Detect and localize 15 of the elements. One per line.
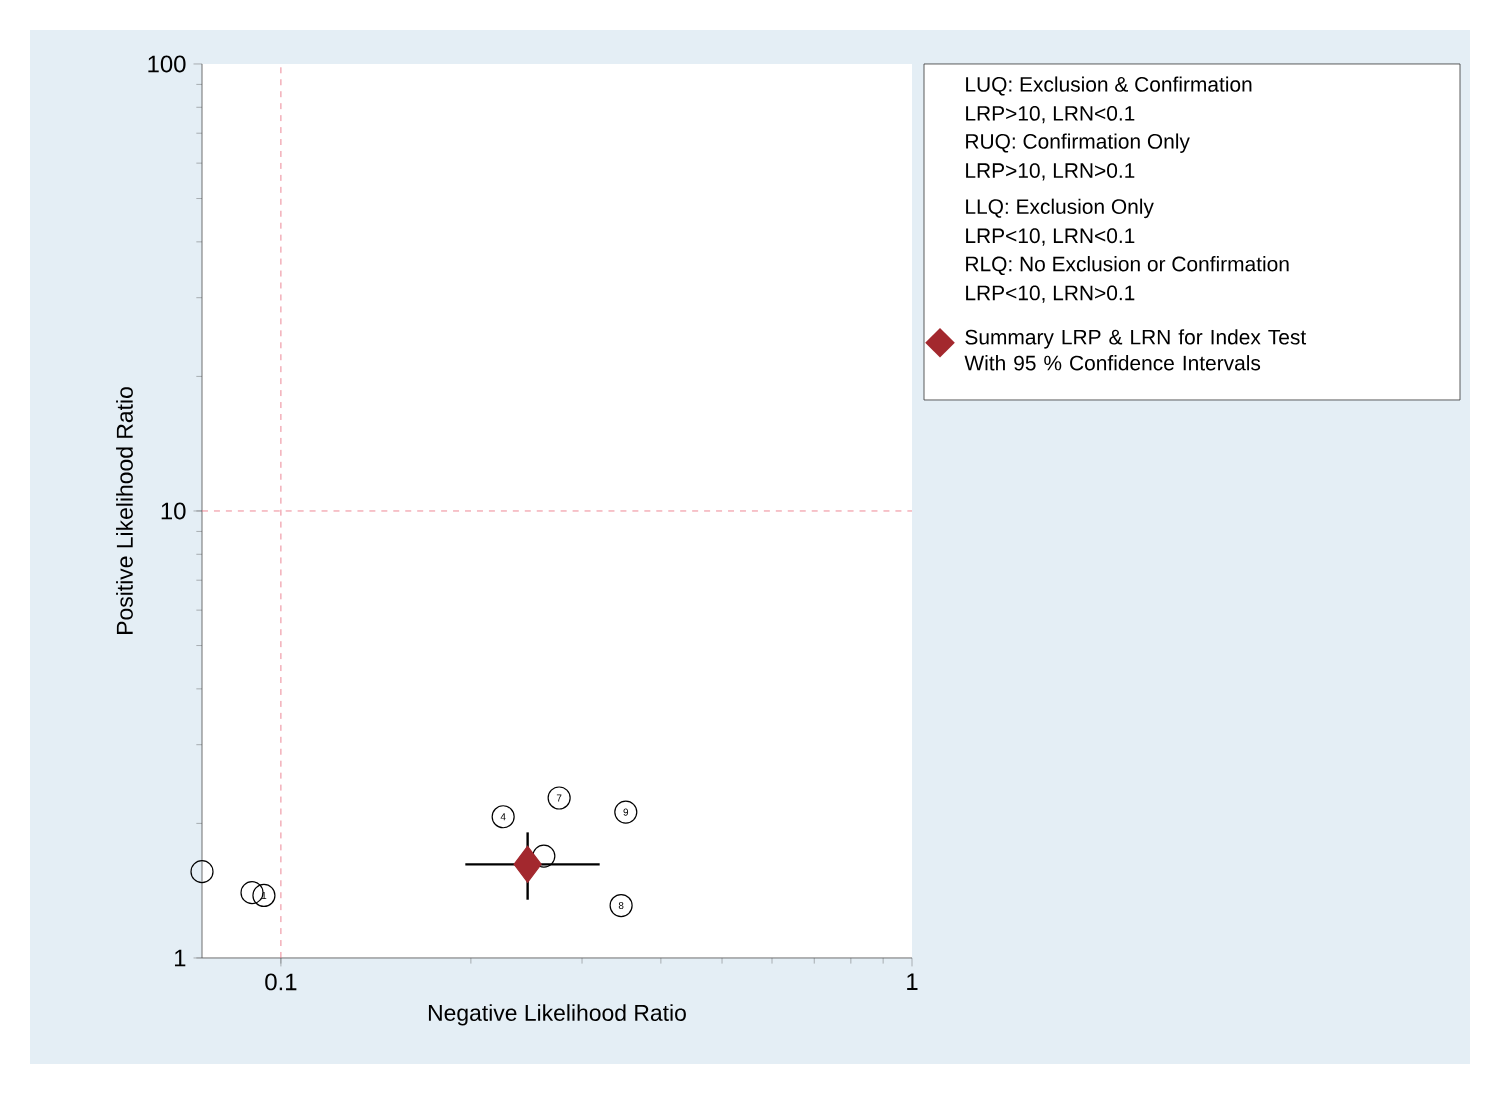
text: LLQ: Exclusion Only: [966, 198, 1154, 219]
text: LRP>10, LRN<0.1: [966, 105, 1135, 124]
x-tick-label: 0.1: [265, 973, 297, 991]
x-axis-title: Negative Likelihood Ratio: [428, 1004, 686, 1026]
y-tick-label: 100: [148, 55, 186, 73]
y-tick-label: 1: [174, 949, 186, 967]
text: LRP<10, LRN>0.1: [966, 285, 1135, 303]
y-axis-title: Positive Likelihood Ratio: [116, 387, 133, 634]
text: LRP<10, LRN<0.1: [966, 228, 1135, 246]
text: RUQ: Confirmation Only: [966, 133, 1190, 153]
text: LUQ: Exclusion & Confirmation: [966, 76, 1252, 96]
y-tick-label: 10: [161, 502, 186, 520]
legend-label: Summary LRP & LRN for Index Test With 95 % Confidence Intervals: [964, 329, 1307, 371]
text: RLQ: No Exclusion or Confirmation: [966, 256, 1289, 276]
text: LRP>10, LRN>0.1: [966, 163, 1135, 181]
